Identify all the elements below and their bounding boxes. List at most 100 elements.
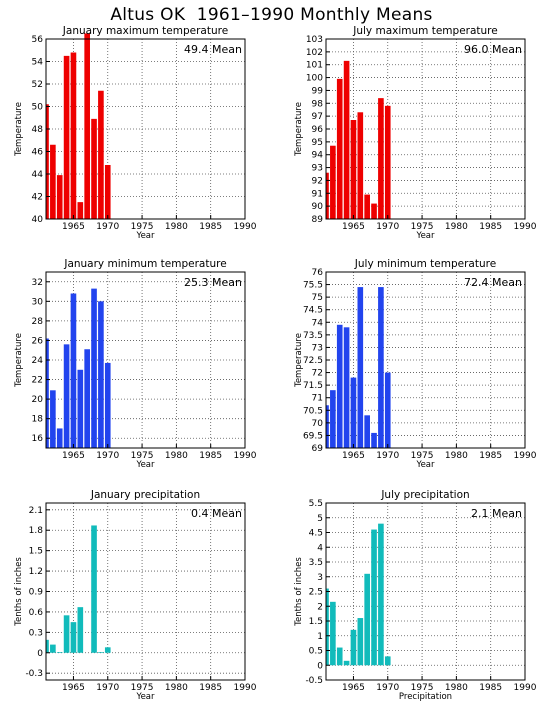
chart-bar — [84, 33, 90, 219]
chart-bar — [336, 647, 343, 666]
x-axis-label: Year — [416, 231, 436, 241]
x-tick-label: 1985 — [479, 451, 502, 461]
x-axis-label: Year — [136, 460, 156, 470]
y-tick-label: 0.5 — [309, 647, 323, 657]
mean-annotation: 72.4 Mean — [464, 276, 522, 289]
chart-bar — [56, 652, 63, 653]
chart-bar — [350, 120, 357, 219]
chart-title: January maximum temperature — [62, 25, 228, 37]
y-tick-label: 95 — [312, 138, 323, 148]
chart-bar — [50, 644, 56, 653]
y-tick-label: 1.2 — [29, 567, 43, 577]
chart-panel: 1965 1970 1975 1980 1985 1990 -0.3 0 0.3 0.6 0.9 1.… — [14, 489, 257, 702]
chart-bar — [378, 287, 384, 448]
x-tick-label: 1970 — [96, 683, 119, 693]
chart-bar — [330, 145, 336, 219]
y-tick-label: 101 — [306, 61, 323, 71]
x-tick-label: 1980 — [165, 222, 188, 232]
y-tick-label: 3 — [317, 573, 323, 583]
chart-panel: 1965 1970 1975 1980 1985 1990 16 18 20 22 24 26 28 30… — [14, 258, 257, 470]
y-tick-label: 72 — [312, 369, 323, 379]
x-tick-label: 1970 — [376, 683, 399, 693]
x-tick-label: 1970 — [96, 222, 119, 232]
y-tick-label: 4.5 — [309, 529, 323, 539]
x-tick-label: 1990 — [514, 451, 537, 461]
chart-bar — [330, 390, 336, 448]
y-tick-label: -0.3 — [25, 669, 43, 679]
x-tick-label: 1970 — [376, 451, 399, 461]
x-tick-label: 1975 — [411, 222, 434, 232]
chart-title: July precipitation — [380, 489, 469, 501]
y-tick-label: 74.5 — [303, 306, 323, 316]
chart-bar — [56, 175, 63, 219]
x-tick-label: 1965 — [62, 222, 85, 232]
chart-bar — [343, 327, 350, 448]
chart-bar — [330, 601, 336, 666]
y-tick-label: 96 — [312, 125, 324, 135]
y-tick-label: 75 — [312, 293, 323, 303]
y-tick-label: 1.5 — [309, 617, 323, 627]
x-tick-label: 1985 — [479, 683, 502, 693]
chart-title: January minimum temperature — [63, 258, 226, 270]
y-tick-label: 92 — [312, 176, 323, 186]
chart-bar — [91, 288, 97, 448]
chart-bar — [364, 573, 370, 666]
chart-bar — [77, 202, 84, 219]
x-tick-label: 1980 — [165, 683, 188, 693]
y-tick-label: 1 — [317, 632, 323, 642]
x-tick-label: 1985 — [199, 222, 222, 232]
chart-bar — [50, 390, 56, 448]
y-tick-label: 98 — [312, 99, 324, 109]
mean-annotation: 0.4 Mean — [191, 507, 242, 520]
x-tick-label: 1975 — [411, 451, 434, 461]
chart-bar — [350, 377, 357, 448]
chart-bar — [50, 144, 56, 219]
y-tick-label: 22 — [32, 376, 43, 386]
y-tick-label: 93 — [312, 164, 323, 174]
chart-bar — [70, 622, 77, 653]
y-tick-label: 28 — [32, 317, 44, 327]
chart-bar — [46, 338, 49, 448]
figure-title: Altus OK 1961–1990 Monthly Means — [110, 5, 433, 25]
x-tick-label: 1965 — [342, 222, 365, 232]
chart-bar — [384, 656, 391, 666]
y-tick-label: 54 — [32, 58, 44, 68]
chart-bar — [46, 104, 49, 219]
y-tick-label: 42 — [32, 193, 43, 203]
chart-bar — [104, 647, 111, 653]
chart-title: January precipitation — [90, 489, 200, 501]
y-tick-label: 0.9 — [29, 588, 44, 598]
chart-bar — [357, 287, 364, 448]
y-tick-label: 46 — [32, 148, 44, 158]
mean-annotation: 2.1 Mean — [471, 507, 522, 520]
chart-bar — [384, 372, 391, 448]
chart-bar — [326, 172, 329, 219]
chart-bar — [98, 301, 104, 448]
y-tick-label: 97 — [312, 112, 323, 122]
y-tick-label: 75.5 — [303, 281, 323, 291]
chart-bar — [77, 607, 84, 653]
y-axis-label: Temperature — [14, 333, 24, 388]
y-tick-label: 5.5 — [309, 499, 323, 509]
y-tick-label: 0.6 — [29, 608, 44, 618]
y-tick-label: 102 — [306, 48, 323, 58]
y-tick-label: 44 — [32, 170, 44, 180]
chart-bar — [357, 618, 364, 666]
chart-bar — [63, 55, 70, 219]
y-tick-label: 72.5 — [303, 356, 323, 366]
x-tick-label: 1975 — [131, 451, 154, 461]
x-tick-label: 1990 — [234, 683, 257, 693]
y-axis-label: Temperature — [294, 333, 304, 388]
y-tick-label: 2.5 — [309, 588, 323, 598]
y-tick-label: 73 — [312, 343, 323, 353]
chart-title: July minimum temperature — [354, 258, 496, 270]
y-axis-label: Tenths of inches — [294, 557, 304, 627]
chart-bar — [63, 344, 70, 448]
y-tick-label: 26 — [32, 336, 44, 346]
x-axis-label: Year — [136, 692, 156, 702]
y-tick-label: 74 — [312, 318, 324, 328]
y-tick-label: 1.5 — [29, 547, 43, 557]
y-tick-label: 91 — [312, 189, 323, 199]
y-tick-label: 0 — [37, 649, 43, 659]
